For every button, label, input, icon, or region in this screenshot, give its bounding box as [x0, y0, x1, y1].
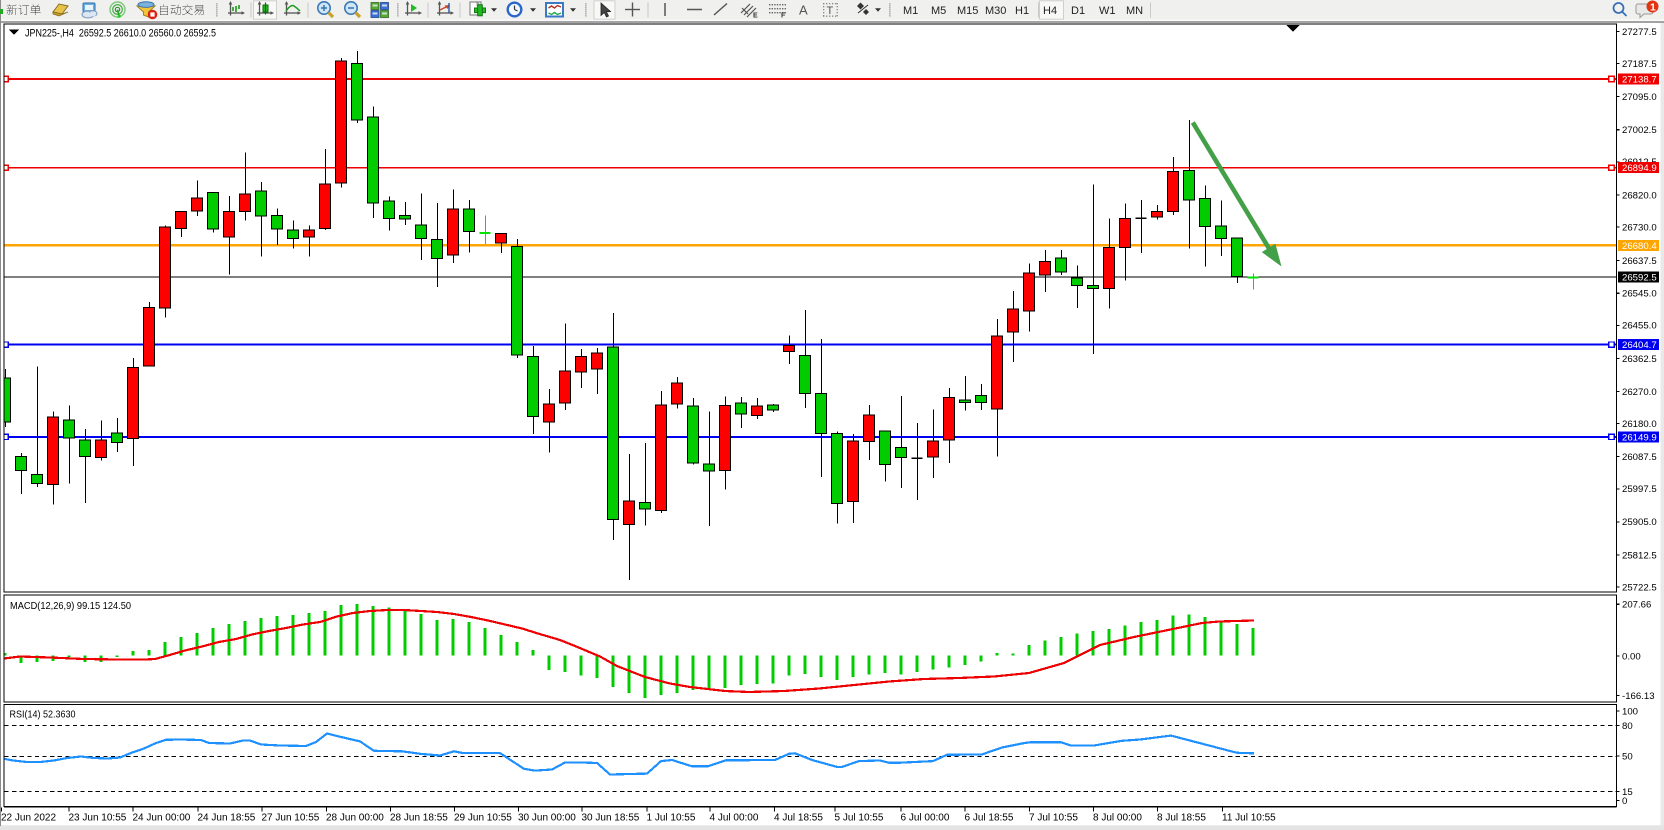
- svg-text:26592.5: 26592.5: [1622, 272, 1657, 283]
- svg-text:26362.5: 26362.5: [1622, 354, 1657, 365]
- svg-text:27277.5: 27277.5: [1622, 27, 1657, 38]
- svg-text:80: 80: [1622, 721, 1633, 732]
- svg-text:28 Jun 18:55: 28 Jun 18:55: [390, 813, 448, 824]
- svg-text:8 Jul 18:55: 8 Jul 18:55: [1157, 813, 1206, 824]
- svg-text:30 Jun 18:55: 30 Jun 18:55: [582, 813, 640, 824]
- svg-text:M1: M1: [903, 5, 918, 17]
- svg-text:26730.0: 26730.0: [1622, 223, 1657, 234]
- svg-text:H1: H1: [1015, 5, 1029, 17]
- svg-text:26087.5: 26087.5: [1622, 452, 1657, 463]
- svg-text:26404.7: 26404.7: [1622, 340, 1657, 351]
- svg-text:F: F: [781, 13, 786, 20]
- svg-text:5 Jul 10:55: 5 Jul 10:55: [835, 813, 884, 824]
- svg-text:1 Jul 10:55: 1 Jul 10:55: [647, 813, 696, 824]
- svg-text:11 Jul 10:55: 11 Jul 10:55: [1222, 813, 1276, 824]
- svg-text:25997.5: 25997.5: [1622, 484, 1657, 495]
- svg-text:RSI(14) 52.3630: RSI(14) 52.3630: [10, 709, 76, 721]
- svg-text:T: T: [827, 5, 834, 17]
- svg-text:27138.7: 27138.7: [1622, 75, 1657, 86]
- svg-text:50: 50: [1622, 751, 1633, 762]
- svg-text:22 Jun 2022: 22 Jun 2022: [1, 813, 56, 824]
- svg-text:30 Jun 00:00: 30 Jun 00:00: [518, 813, 576, 824]
- svg-text:207.66: 207.66: [1622, 600, 1651, 611]
- svg-text:8 Jul 00:00: 8 Jul 00:00: [1093, 813, 1142, 824]
- svg-text:27 Jun 10:55: 27 Jun 10:55: [262, 813, 320, 824]
- svg-text:26149.9: 26149.9: [1622, 432, 1657, 443]
- svg-text:26894.9: 26894.9: [1622, 163, 1657, 174]
- svg-text:A: A: [799, 3, 808, 18]
- svg-text:26270.0: 26270.0: [1622, 387, 1657, 398]
- svg-text:26545.0: 26545.0: [1622, 289, 1657, 300]
- svg-text:15: 15: [1622, 787, 1633, 798]
- svg-text:26180.0: 26180.0: [1622, 419, 1657, 430]
- svg-text:MACD(12,26,9) 99.15 124.50: MACD(12,26,9) 99.15 124.50: [10, 600, 131, 612]
- svg-text:6 Jul 00:00: 6 Jul 00:00: [901, 813, 950, 824]
- svg-text:27095.0: 27095.0: [1622, 92, 1657, 103]
- svg-text:1: 1: [1650, 2, 1656, 14]
- svg-text:MN: MN: [1126, 5, 1143, 17]
- svg-text:29 Jun 10:55: 29 Jun 10:55: [454, 813, 512, 824]
- svg-text:0.00: 0.00: [1622, 651, 1641, 662]
- svg-text:M5: M5: [931, 5, 946, 17]
- svg-text:27187.5: 27187.5: [1622, 59, 1657, 70]
- svg-text:100: 100: [1622, 706, 1638, 717]
- svg-text:25812.5: 25812.5: [1622, 550, 1657, 561]
- svg-text:M15: M15: [957, 5, 978, 17]
- svg-text:0: 0: [1622, 796, 1627, 807]
- svg-text:25905.0: 25905.0: [1622, 517, 1657, 528]
- svg-text:26455.0: 26455.0: [1622, 321, 1657, 332]
- svg-text:26637.5: 26637.5: [1622, 256, 1657, 267]
- svg-text:26820.0: 26820.0: [1622, 190, 1657, 201]
- svg-text:D1: D1: [1071, 5, 1085, 17]
- svg-text:JPN225-,H4 26592.5 26610.0 26: JPN225-,H4 26592.5 26610.0 26560.0 26592…: [25, 28, 216, 40]
- svg-text:26680.4: 26680.4: [1622, 241, 1657, 252]
- svg-text:-166.13: -166.13: [1622, 691, 1655, 702]
- svg-text:H4: H4: [1043, 5, 1057, 17]
- svg-text:4 Jul 18:55: 4 Jul 18:55: [774, 813, 823, 824]
- svg-text:M30: M30: [985, 5, 1006, 17]
- svg-text:24 Jun 18:55: 24 Jun 18:55: [198, 813, 256, 824]
- svg-text:W1: W1: [1099, 5, 1116, 17]
- svg-text:28 Jun 00:00: 28 Jun 00:00: [326, 813, 384, 824]
- svg-text:25722.5: 25722.5: [1622, 583, 1657, 594]
- svg-text:7 Jul 10:55: 7 Jul 10:55: [1029, 813, 1078, 824]
- svg-text:4 Jul 00:00: 4 Jul 00:00: [710, 813, 759, 824]
- svg-text:23 Jun 10:55: 23 Jun 10:55: [69, 813, 127, 824]
- svg-text:24 Jun 00:00: 24 Jun 00:00: [133, 813, 191, 824]
- svg-text:27002.5: 27002.5: [1622, 125, 1657, 136]
- svg-text:E: E: [753, 13, 758, 20]
- svg-text:6 Jul 18:55: 6 Jul 18:55: [965, 813, 1014, 824]
